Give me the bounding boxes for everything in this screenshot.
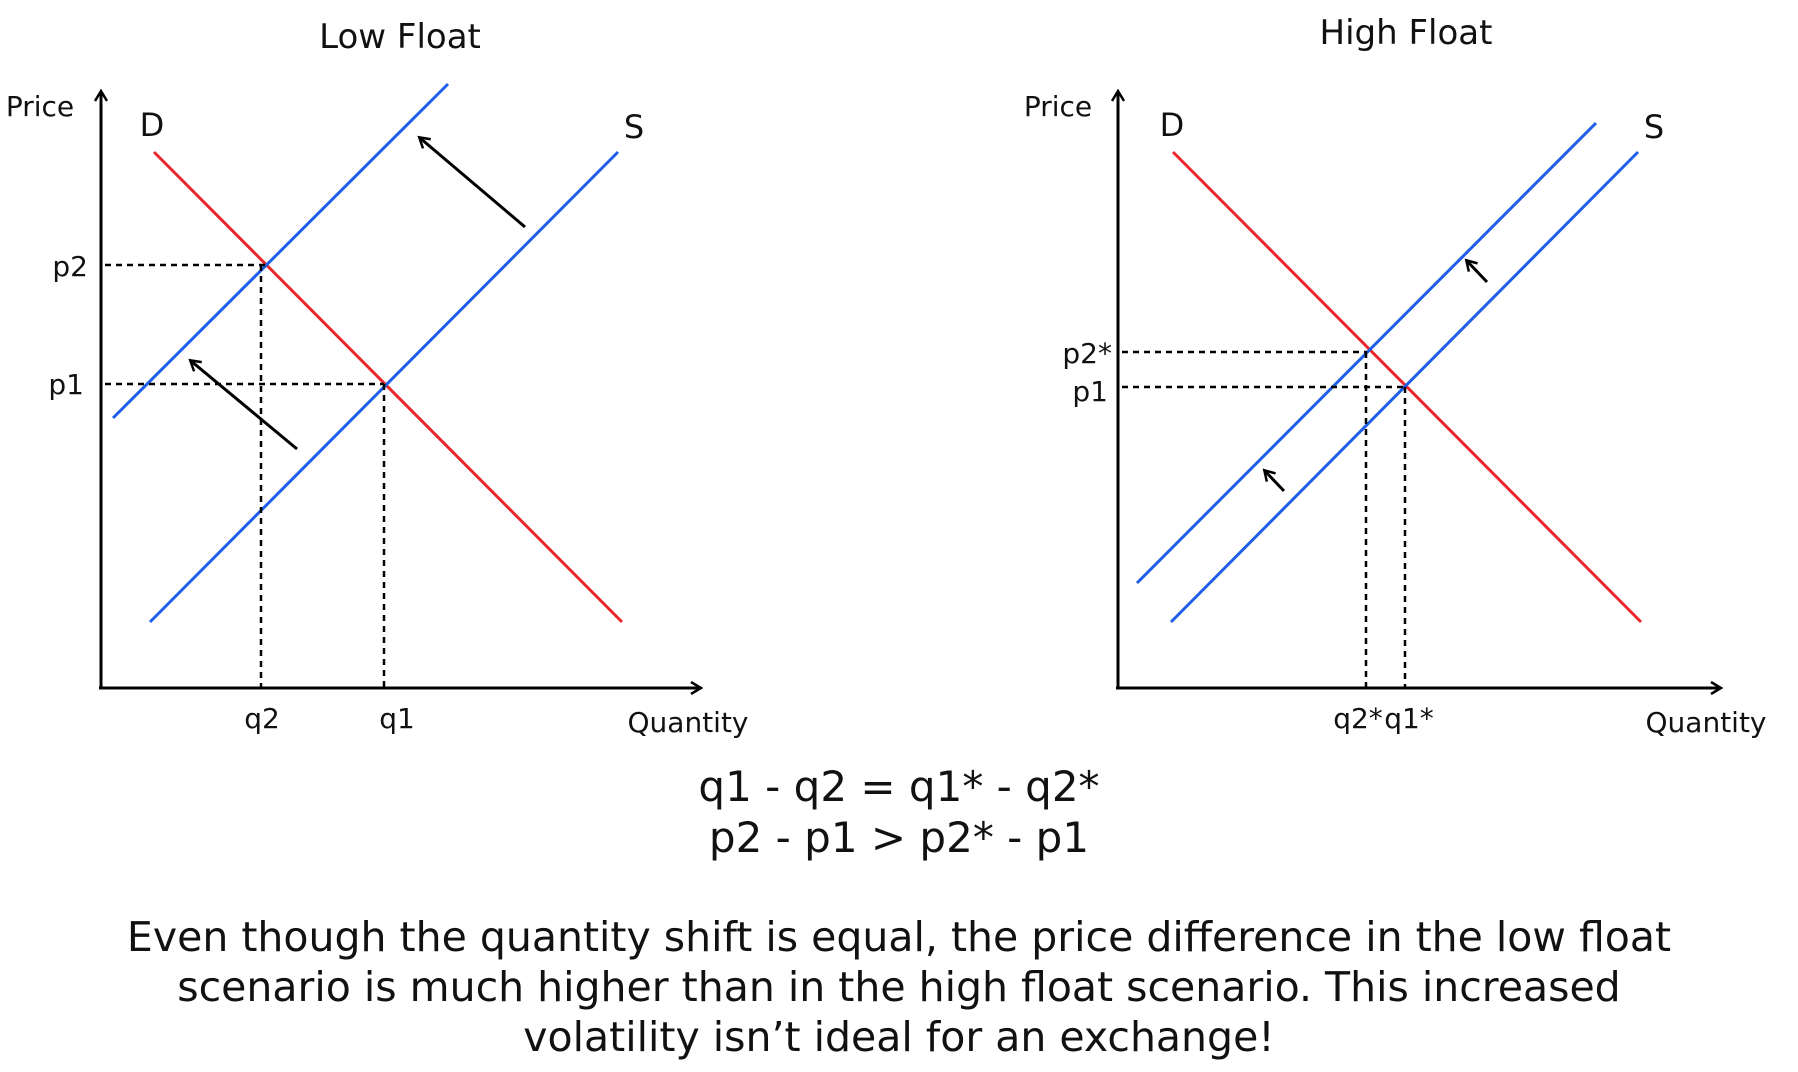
supply-label: S (1644, 108, 1664, 146)
supply-demand-diagrams: Low Float Price Quantity D S p2 p1 q2 q1… (6, 13, 1767, 739)
tick-q2-star: q2* (1333, 702, 1383, 735)
equation-quantity: q1 - q2 = q1* - q2* (698, 762, 1100, 811)
x-axis-label: Quantity (628, 706, 749, 739)
demand-label: D (140, 106, 165, 144)
panel-low-float: Low Float Price Quantity D S p2 p1 q2 q1 (6, 17, 749, 739)
caption-text: Even though the quantity shift is equal,… (126, 913, 1672, 1061)
tick-p2: p2 (52, 250, 88, 283)
tick-q1-star: q1* (1384, 702, 1434, 735)
supply-label: S (624, 108, 644, 146)
tick-q1: q1 (379, 702, 415, 735)
demand-label: D (1160, 106, 1185, 144)
demand-curve (152, 150, 624, 624)
tick-p1: p1 (48, 368, 84, 401)
tick-p2-star: p2* (1062, 337, 1112, 370)
y-axis-label: Price (6, 90, 74, 123)
panel-title: High Float (1320, 13, 1493, 53)
x-axis-label: Quantity (1646, 706, 1767, 739)
demand-curve (1171, 150, 1643, 624)
y-axis-label: Price (1024, 90, 1092, 123)
shift-arrow-lower (191, 361, 298, 451)
panel-high-float: High Float Price Quantity D S p2* p1 q2*… (1024, 13, 1767, 739)
tick-p1: p1 (1072, 375, 1108, 408)
tick-q2: q2 (244, 702, 280, 735)
supply-curve-shifted (111, 82, 450, 420)
shift-arrow-upper (420, 138, 526, 229)
equation-price: p2 - p1 > p2* - p1 (708, 813, 1090, 862)
panel-title: Low Float (319, 17, 481, 57)
shift-arrow-lower (1265, 471, 1286, 493)
shift-arrow-upper (1467, 261, 1489, 284)
